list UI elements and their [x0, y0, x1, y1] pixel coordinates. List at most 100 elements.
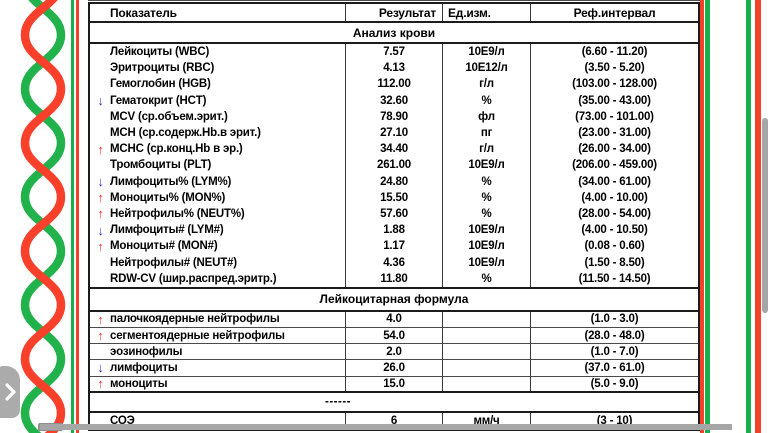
indicator-label: MCV (ср.объем.эрит.): [110, 110, 228, 123]
table-row: ↑ Моноциты# (MON#) 1.17 10E9/л (0.08 - 0.60): [90, 238, 698, 255]
unit-cell: г/л: [442, 76, 530, 93]
green-stripe-left: [71, 0, 74, 433]
indicator-cell: ↑ Моноциты# (MON#): [90, 238, 345, 254]
section-header-row: Лейкоцитарная формула: [90, 286, 698, 312]
indicator-cell: Тромбоциты (PLT): [90, 157, 345, 173]
unit-cell: [442, 344, 530, 360]
vertical-scrollbar-thumb[interactable]: [762, 118, 768, 313]
dna-helix-decoration: [20, 0, 66, 433]
table-row: ↓ лимфоциты 26.0 (37.0 - 61.0): [90, 360, 698, 377]
green-stripe-right-outer: [746, 0, 751, 433]
table-row: ↓ Лимфоциты% (LYM%) 24.80% (34.00 - 61.00): [90, 173, 698, 190]
arrow-down-icon: ↓: [97, 222, 104, 238]
ref-interval-cell: (73.00 - 101.00): [530, 108, 698, 125]
indicator-cell: Гемоглобин (HGB): [90, 76, 345, 92]
indicator-label: Моноциты# (MON#): [110, 240, 218, 253]
table-row: ↓ Лимфоциты# (LYM#) 1.88 10E9/л (4.00 - 10.5…: [90, 222, 698, 239]
arrow-down-icon: ↓: [97, 93, 104, 109]
ref-interval-cell: (1.0 - 7.0): [530, 344, 698, 360]
result-cell: 15.50: [345, 189, 442, 206]
indicator-label: Лимфоциты# (LYM#): [110, 224, 224, 237]
arrow-down-icon: ↓: [97, 174, 104, 190]
indicator-label: Нейтрофилы% (NEUT%): [110, 207, 245, 220]
ref-interval-cell: (28.00 - 54.00): [530, 205, 698, 223]
table-body: Анализ крови Лейкоциты (WBC) 7.57 10E9/л (6.…: [90, 23, 698, 430]
indicator-cell: ↓ лимфоциты: [90, 360, 345, 375]
ref-interval-cell: (4.00 - 10.50): [530, 222, 698, 239]
unit-cell: г/л: [442, 141, 530, 158]
unit-cell: %: [442, 173, 530, 190]
chevron-right-icon: [5, 383, 16, 401]
indicator-label: лимфоциты: [110, 361, 178, 374]
indicator-label: Моноциты% (MON%): [110, 191, 226, 204]
arrow-up-icon: ↑: [97, 190, 104, 206]
result-cell: 54.0: [345, 328, 442, 344]
expand-panel-button[interactable]: [0, 366, 20, 418]
table-row: ↓ Гематокрит (HCT) 32.60% (35.00 - 43.00): [90, 92, 698, 109]
indicator-cell: ↑ Моноциты% (MON%): [90, 190, 345, 206]
red-stripe-right-outer: [754, 0, 761, 433]
red-stripe-right-inner: [700, 0, 704, 433]
table-row: Нейтрофилы# (NEUT#) 4.36 10E9/л (1.50 - 8.5…: [90, 254, 698, 271]
result-cell: 27.10: [345, 124, 442, 142]
indicator-label: Гематокрит (HCT): [110, 94, 207, 107]
indicator-label: моноциты: [110, 377, 168, 390]
lab-results-table: Показатель Результат Ед.изм. Реф.интерва…: [88, 2, 700, 432]
ref-interval-cell: (28.0 - 48.0): [530, 328, 698, 344]
result-cell: 32.60: [345, 92, 442, 109]
result-cell: 24.80: [345, 173, 442, 190]
indicator-cell: ↑ сегментоядерные нейтрофилы: [90, 328, 345, 343]
unit-cell: %: [442, 205, 530, 223]
ref-interval-cell: (35.00 - 43.00): [530, 92, 698, 109]
unit-cell: %: [442, 189, 530, 206]
table-row: Гемоглобин (HGB) 112.00 г/л (103.00 - 128.0…: [90, 76, 698, 93]
ref-interval-cell: (34.00 - 61.00): [530, 173, 698, 190]
unit-cell: 10E9/л: [442, 44, 530, 61]
indicator-label: палочкоядерные нейтрофилы: [110, 313, 280, 326]
arrow-up-icon: ↑: [97, 141, 104, 157]
separator-row: ------: [90, 393, 698, 414]
unit-cell: 10E12/л: [442, 60, 530, 77]
table-row: ↑ сегментоядерные нейтрофилы 54.0 (28.0 - 4…: [90, 328, 698, 345]
arrow-down-icon: ↓: [97, 360, 104, 376]
indicator-cell: Эритроциты (RBC): [90, 60, 345, 76]
result-cell: 57.60: [345, 205, 442, 223]
ref-interval-cell: (11.50 - 14.50): [530, 270, 698, 287]
indicator-cell: ↑ моноциты: [90, 377, 345, 391]
arrow-up-icon: ↑: [97, 206, 104, 222]
indicator-label: MCHC (ср.конц.Hb в эр.): [110, 143, 243, 156]
result-cell: 26.0: [345, 360, 442, 376]
ref-interval-cell: (103.00 - 128.00): [530, 76, 698, 93]
arrow-up-icon: ↑: [97, 311, 104, 327]
arrow-up-icon: ↑: [97, 376, 104, 391]
arrow-up-icon: ↑: [97, 238, 104, 254]
result-cell: 34.40: [345, 141, 442, 158]
indicator-label: сегментоядерные нейтрофилы: [110, 329, 285, 342]
header-unit: Ед.изм.: [442, 4, 530, 21]
top-hairline: [88, 0, 700, 1]
ref-interval-cell: (1.50 - 8.50): [530, 254, 698, 271]
ref-interval-cell: (6.60 - 11.20): [530, 44, 698, 61]
result-cell: 4.0: [345, 311, 442, 327]
ref-interval-cell: (4.00 - 10.00): [530, 189, 698, 206]
indicator-cell: Лейкоциты (WBC): [90, 44, 345, 60]
header-ref-interval: Реф.интервал: [530, 4, 698, 21]
green-stripe-right-inner: [705, 0, 710, 433]
unit-cell: %: [442, 270, 530, 287]
result-cell: 11.80: [345, 270, 442, 287]
result-cell: 6: [345, 413, 442, 430]
table-row: ↑ Нейтрофилы% (NEUT%) 57.60% (28.00 - 54.00…: [90, 205, 698, 223]
result-cell: 112.00: [345, 76, 442, 93]
section-header-row: Анализ крови: [90, 23, 698, 44]
unit-cell: фл: [442, 108, 530, 125]
ref-interval-cell: (3.50 - 5.20): [530, 60, 698, 77]
indicator-label: Нейтрофилы# (NEUT#): [110, 256, 237, 269]
indicator-cell: MCH (ср.содерж.Hb.в эрит.): [90, 125, 345, 141]
indicator-cell: Нейтрофилы# (NEUT#): [90, 254, 345, 270]
table-row: Лейкоциты (WBC) 7.57 10E9/л (6.60 - 11.20): [90, 44, 698, 61]
indicator-cell: MCV (ср.объем.эрит.): [90, 109, 345, 125]
horizontal-scrollbar-track[interactable]: [40, 424, 732, 430]
unit-cell: %: [442, 92, 530, 109]
table-header-row: Показатель Результат Ед.изм. Реф.интерва…: [90, 4, 698, 23]
indicator-cell: ↑ MCHC (ср.конц.Hb в эр.): [90, 141, 345, 157]
